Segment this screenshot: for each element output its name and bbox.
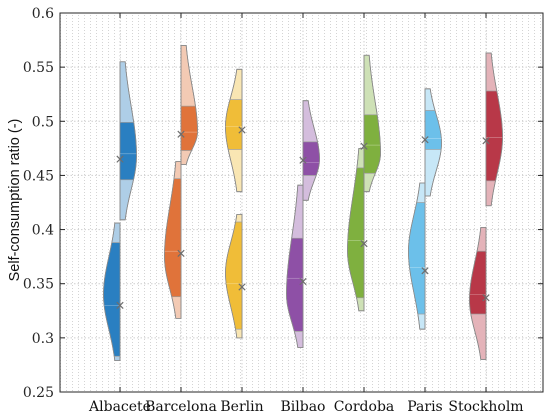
mean-marker-stroke bbox=[482, 137, 490, 145]
mean-marker-stroke bbox=[299, 156, 307, 164]
mean-marker-stroke bbox=[116, 155, 124, 163]
y-tick-label: 0.25 bbox=[23, 385, 54, 401]
violin-iqr bbox=[120, 122, 137, 180]
y-tick-label: 0.3 bbox=[32, 331, 54, 347]
mean-marker-high bbox=[360, 142, 368, 150]
x-tick-label: Berlin bbox=[220, 399, 263, 415]
x-tick-label: Stockholm bbox=[448, 399, 523, 415]
x-tick-label: Paris bbox=[407, 399, 443, 415]
mean-marker-low bbox=[299, 277, 307, 286]
violin-low-berlin bbox=[225, 214, 243, 339]
mean-marker-stroke bbox=[177, 130, 185, 138]
violin-high-cordoba bbox=[363, 54, 381, 193]
mean-marker-low bbox=[421, 267, 429, 275]
violin-outline bbox=[424, 88, 442, 197]
violin-outline bbox=[408, 182, 426, 330]
axes: 0.25 0.3 0.35 0.4 0.45 0.5 0.55 0.6 AlbaceteBarc… bbox=[23, 6, 544, 415]
mean-marker-high bbox=[482, 137, 490, 145]
violin-outline bbox=[164, 160, 182, 319]
y-tick-label: 0.45 bbox=[23, 168, 54, 184]
mean-marker-low bbox=[360, 240, 368, 248]
violin-outline bbox=[225, 214, 243, 339]
violin-low-cordoba bbox=[347, 147, 365, 312]
violin-iqr bbox=[181, 106, 198, 151]
violin-iqr bbox=[486, 90, 503, 181]
mean-marker-stroke bbox=[482, 294, 490, 302]
mean-marker-stroke bbox=[177, 249, 185, 258]
violin-low-barcelona bbox=[164, 160, 182, 319]
violin-high-bilbao bbox=[302, 100, 320, 201]
mean-marker-stroke bbox=[421, 267, 429, 275]
violin-outline bbox=[469, 227, 487, 360]
violin-high-stockholm bbox=[485, 52, 503, 207]
mean-marker-stroke bbox=[421, 136, 429, 144]
mean-marker-low bbox=[177, 249, 185, 258]
plot-frame bbox=[59, 12, 544, 393]
violin-iqr bbox=[225, 221, 242, 330]
mean-marker-high bbox=[299, 156, 307, 164]
y-tick-label: 0.35 bbox=[23, 277, 54, 293]
mean-marker-high bbox=[116, 155, 124, 163]
x-tick-label: Albacete bbox=[88, 399, 151, 415]
mean-marker-stroke bbox=[238, 126, 246, 134]
violin-iqr bbox=[286, 238, 303, 332]
violin-iqr bbox=[425, 110, 442, 150]
violin-outline bbox=[302, 100, 320, 201]
violin-outline bbox=[485, 52, 503, 207]
x-tick-label: Cordoba bbox=[334, 399, 395, 415]
violin-iqr bbox=[469, 251, 486, 315]
violin-outline bbox=[180, 45, 198, 165]
y-tick-label: 0.5 bbox=[32, 114, 54, 130]
violin-iqr bbox=[347, 167, 364, 298]
violin-outline bbox=[286, 184, 304, 349]
violin-low-albacete bbox=[103, 222, 121, 362]
y-tick-label: 0.6 bbox=[32, 6, 54, 22]
violin-outline bbox=[363, 54, 381, 193]
y-tick-label: 0.4 bbox=[32, 223, 54, 239]
mean-marker-stroke bbox=[360, 142, 368, 150]
mean-marker-stroke bbox=[238, 283, 246, 291]
violin-iqr bbox=[303, 141, 320, 176]
y-axis-label: Self-consumption ratio (-) bbox=[7, 119, 23, 282]
violins bbox=[103, 45, 503, 362]
violin-iqr bbox=[364, 114, 381, 174]
violin-iqr bbox=[225, 99, 242, 150]
mean-marker-high bbox=[238, 126, 246, 134]
mean-marker-low bbox=[116, 301, 124, 309]
violin-iqr bbox=[164, 178, 181, 297]
mean-marker-high bbox=[177, 130, 185, 138]
violin-outline bbox=[225, 68, 243, 193]
violin-high-paris bbox=[424, 88, 442, 197]
violin-iqr bbox=[103, 242, 120, 357]
y-tick-label: 0.55 bbox=[23, 60, 54, 76]
mean-marker-stroke bbox=[116, 301, 124, 309]
mean-marker-stroke bbox=[299, 277, 307, 286]
violin-outline bbox=[347, 147, 365, 312]
violin-high-albacete bbox=[119, 61, 137, 221]
violin-low-paris bbox=[408, 182, 426, 330]
violin-low-bilbao bbox=[286, 184, 304, 349]
mean-marker-low bbox=[482, 294, 490, 302]
violin-high-barcelona bbox=[180, 45, 198, 165]
mean-marker-stroke bbox=[360, 240, 368, 248]
violin-outline bbox=[119, 61, 137, 221]
mean-marker-high bbox=[421, 136, 429, 144]
mean-marker-low bbox=[238, 283, 246, 291]
violin-outline bbox=[103, 222, 121, 362]
x-tick-label: Barcelona bbox=[145, 399, 217, 415]
x-tick-label: Bilbao bbox=[281, 399, 326, 415]
